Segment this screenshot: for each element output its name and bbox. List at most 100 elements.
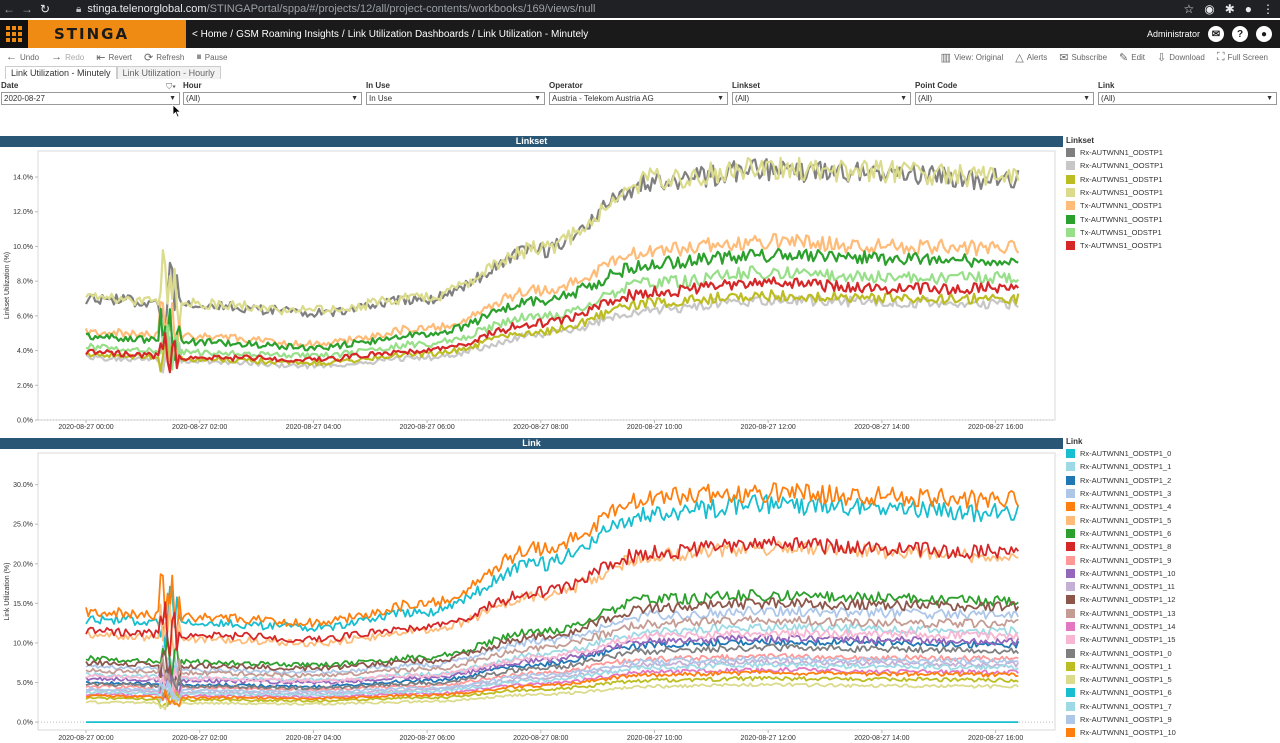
series-line (85, 276, 1020, 374)
link-select[interactable]: (All) ▼ (1098, 92, 1277, 105)
legend-item[interactable]: Rx-AUTWNN1_ODSTP1_3 (1066, 487, 1176, 500)
linkset-select[interactable]: (All) ▼ (732, 92, 911, 105)
chart-title: Link (0, 438, 1063, 449)
operator-select[interactable]: Austria - Telekom Austria AG ▼ (549, 92, 728, 105)
legend-swatch (1066, 622, 1075, 631)
legend-swatch (1066, 568, 1075, 578)
profile-icon[interactable]: ● (1244, 2, 1252, 16)
legend-item[interactable]: Rx-AUTWNN1_ODSTP1_1 (1066, 460, 1176, 473)
menu-dots-icon[interactable]: ⋮ (1262, 2, 1274, 16)
address-bar[interactable]: 🔒︎ stinga.telenorglobal.com /STINGAPorta… (76, 3, 595, 15)
bookmark-star-icon[interactable]: ☆ (1183, 2, 1195, 16)
help-icon[interactable]: ? (1232, 26, 1248, 42)
legend-item[interactable]: Rx-AUTWNN1_ODSTP1_10 (1066, 567, 1176, 580)
series-line (85, 655, 1019, 701)
legend-item[interactable]: Rx-AUTWNS1_ODSTP1 (1066, 173, 1163, 186)
link-chart[interactable]: 0.0% 5.0% 10.0% 15.0% 20.0% 25.0% 30.0% Link Ut… (0, 450, 1063, 743)
tab-link-utilization-hourly[interactable]: Link Utilization - Hourly (116, 66, 221, 79)
legend-item[interactable]: Rx-AUTWNN1_OOSTP1_10 (1066, 726, 1176, 739)
subscribe-button[interactable]: ✉ Subscribe (1059, 51, 1108, 64)
x-tick-label: 2020-08-27 10:00 (627, 735, 682, 742)
date-select[interactable]: 2020-08-27 ▼ (1, 92, 180, 105)
legend-label: Rx-AUTWNN1_ODSTP1_10 (1080, 568, 1176, 578)
legend-item[interactable]: Rx-AUTWNN1_ODSTP1_6 (1066, 527, 1176, 540)
logo-box[interactable]: STINGA (0, 20, 186, 48)
edit-button[interactable]: ✎ Edit (1119, 51, 1146, 64)
legend-item[interactable]: Rx-AUTWNN1_ODSTP1_11 (1066, 580, 1176, 593)
reload-icon[interactable]: ↻ (39, 2, 51, 16)
legend-item[interactable]: Rx-AUTWNN1_OOSTP1_5 (1066, 673, 1176, 686)
legend-item[interactable]: Tx-AUTWNS1_OOSTP1 (1066, 239, 1163, 252)
y-tick-label: 0.0% (17, 720, 33, 727)
forward-icon[interactable]: → (21, 2, 33, 16)
legend-item[interactable]: Rx-AUTWNN1_ODSTP1_9 (1066, 553, 1176, 566)
legend-label: Rx-AUTWNN1_ODSTP1_9 (1080, 555, 1172, 565)
x-tick-label: 2020-08-27 12:00 (741, 735, 796, 742)
linkset-chart[interactable]: 0.0% 2.0% 4.0% 6.0% 8.0% 10.0% 12.0% 14.0% Links… (0, 148, 1063, 430)
filter-funnel-icon[interactable]: ⛉▾ (166, 82, 176, 91)
back-icon[interactable]: ← (3, 2, 15, 16)
undo-button[interactable]: ← Undo (6, 51, 40, 63)
user-name[interactable]: Administrator (1146, 29, 1200, 39)
download-button[interactable]: ⇩ Download (1157, 51, 1205, 64)
alerts-button[interactable]: △ Alerts (1015, 51, 1048, 64)
legend-swatch (1066, 227, 1075, 237)
breadcrumb-workbook[interactable]: Link Utilization Dashboards (347, 28, 469, 40)
legend-label: Tx-AUTWNN1_OOSTP1 (1080, 214, 1163, 224)
legend-item[interactable]: Rx-AUTWNN1_ODSTP1 (1066, 146, 1163, 159)
linkset-chart-panel: Linkset 0.0% 2.0% 4.0% 6.0% 8.0% 10.0% 12.0% 14… (0, 136, 1280, 432)
legend-item[interactable]: Rx-AUTWNN1_ODSTP1_8 (1066, 540, 1176, 553)
legend-item[interactable]: Rx-AUTWNN1_ODSTP1_14 (1066, 620, 1176, 633)
legend-item[interactable]: Rx-AUTWNS1_OOSTP1 (1066, 186, 1163, 199)
legend-item[interactable]: Rx-AUTWNN1_ODSTP1_12 (1066, 593, 1176, 606)
legend-item[interactable]: Rx-AUTWNN1_ODSTP1_0 (1066, 447, 1176, 460)
chart-title: Linkset (0, 136, 1063, 147)
legend-item[interactable]: Rx-AUTWNN1_OOSTP1_9 (1066, 713, 1176, 726)
messages-icon[interactable]: ✉ (1208, 26, 1224, 42)
legend-item[interactable]: Rx-AUTWNN1_ODSTP1_13 (1066, 607, 1176, 620)
legend-item[interactable]: Rx-AUTWNN1_OOSTP1 (1066, 159, 1163, 172)
legend-item[interactable]: Tx-AUTWNN1_OOSTP1 (1066, 212, 1163, 225)
chevron-down-icon: ▼ (717, 95, 724, 102)
legend-item[interactable]: Rx-AUTWNN1_ODSTP1_2 (1066, 474, 1176, 487)
filter-date: Date ⛉▾ 2020-08-27 ▼ (1, 81, 180, 105)
legend-item[interactable]: Rx-AUTWNN1_OOSTP1_6 (1066, 686, 1176, 699)
view-original-button[interactable]: ▥ View: Original (940, 51, 1004, 64)
legend-item[interactable]: Tx-AUTWNS1_ODSTP1 (1066, 226, 1163, 239)
legend-swatch (1066, 542, 1075, 552)
legend-swatch (1066, 489, 1075, 499)
y-tick-label: 6.0% (17, 313, 33, 320)
legend-label: Rx-AUTWNN1_ODSTP1_4 (1080, 502, 1172, 512)
app-grid-icon[interactable] (0, 20, 28, 48)
redo-button[interactable]: → Redo (51, 51, 85, 63)
legend-swatch (1066, 688, 1075, 698)
legend-item[interactable]: Rx-AUTWNN1_OOSTP1_7 (1066, 700, 1176, 713)
revert-button[interactable]: ⇤ Revert (96, 51, 133, 64)
breadcrumb-home[interactable]: < Home (192, 28, 228, 40)
legend-item[interactable]: Rx-AUTWNN1_OOSTP1_1 (1066, 660, 1176, 673)
breadcrumb-view: Link Utilization - Minutely (477, 28, 589, 40)
fullscreen-button[interactable]: ⛶ Full Screen (1216, 50, 1268, 63)
legend-label: Rx-AUTWNS1_ODSTP1 (1080, 174, 1163, 184)
download-icon: ⇩ (1157, 51, 1167, 64)
legend-item[interactable]: Tx-AUTWNN1_ODSTP1 (1066, 199, 1163, 212)
legend-item[interactable]: Rx-AUTWNN1_ODSTP1_15 (1066, 633, 1176, 646)
filter-label: Hour (183, 81, 202, 90)
legend-item[interactable]: Rx-AUTWNN1_ODSTP1_5 (1066, 513, 1176, 526)
legend-label: Rx-AUTWNN1_ODSTP1_2 (1080, 475, 1172, 485)
series-line (85, 535, 1020, 657)
point-code-select[interactable]: (All) ▼ (915, 92, 1094, 105)
user-avatar-icon[interactable]: ● (1256, 26, 1272, 42)
extension-icon[interactable]: ◉ (1204, 2, 1215, 16)
in-use-select[interactable]: In Use ▼ (366, 92, 545, 105)
series-line (85, 482, 1020, 645)
legend-swatch (1066, 161, 1075, 171)
legend-item[interactable]: Rx-AUTWNN1_OOSTP1_0 (1066, 646, 1176, 659)
hour-select[interactable]: (All) ▼ (183, 92, 362, 105)
refresh-button[interactable]: ⟳ Refresh (144, 51, 185, 64)
pause-button[interactable]: ⏸︎ Pause (196, 50, 228, 63)
tab-link-utilization-minutely[interactable]: Link Utilization - Minutely (5, 66, 117, 79)
breadcrumb-project[interactable]: GSM Roaming Insights (236, 28, 339, 40)
legend-item[interactable]: Rx-AUTWNN1_ODSTP1_4 (1066, 500, 1176, 513)
puzzle-icon[interactable]: ✱ (1224, 2, 1235, 16)
